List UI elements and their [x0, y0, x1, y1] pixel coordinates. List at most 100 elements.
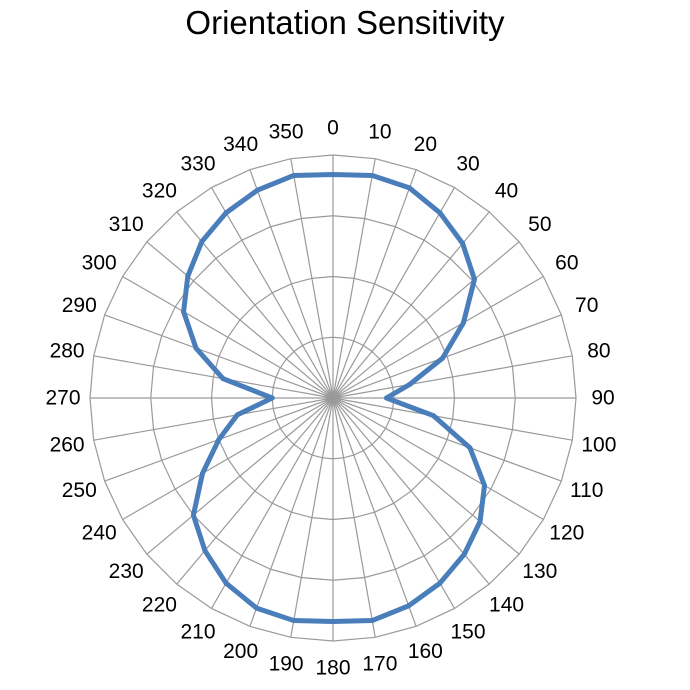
angle-tick-label: 40 — [495, 180, 518, 203]
angle-tick-label: 200 — [223, 640, 258, 663]
angle-tick-label: 340 — [223, 133, 258, 156]
series-point-330 — [223, 210, 229, 216]
angle-tick-label: 140 — [489, 593, 524, 616]
grid-spoke-280 — [93, 355, 334, 399]
series-point-0 — [330, 171, 336, 177]
series-point-100 — [431, 413, 437, 419]
angle-tick-label: 170 — [362, 652, 397, 675]
grid-spoke-220 — [176, 397, 334, 585]
angle-tick-label: 120 — [549, 522, 584, 545]
series-point-90 — [383, 395, 389, 401]
series-point-230 — [190, 512, 196, 518]
series-point-70 — [440, 355, 446, 361]
grid-spoke-190 — [290, 397, 334, 638]
angle-tick-label: 210 — [180, 620, 215, 643]
series-point-190 — [291, 618, 297, 624]
grid-spoke-330 — [210, 187, 334, 399]
grid-spoke-30 — [332, 187, 456, 399]
series-point-350 — [291, 172, 297, 178]
series-point-340 — [254, 187, 260, 193]
polar-grid — [89, 154, 577, 642]
series-layer — [181, 171, 488, 625]
grid-spoke-70 — [332, 314, 562, 399]
series-point-30 — [437, 210, 443, 216]
angle-tick-label: 30 — [456, 153, 479, 176]
grid-spoke-10 — [332, 158, 376, 399]
angle-tick-label: 310 — [109, 213, 144, 236]
angle-tick-label: 350 — [269, 121, 304, 144]
angle-tick-label: 110 — [570, 479, 603, 502]
angle-tick-label: 280 — [50, 340, 85, 363]
series-point-140 — [461, 551, 467, 557]
angle-tick-label: 290 — [62, 294, 97, 317]
series-point-310 — [185, 273, 191, 279]
grid-spoke-350 — [290, 158, 334, 399]
angle-tick-label: 0 — [327, 117, 339, 140]
angle-tick-label: 260 — [50, 433, 85, 456]
grid-spoke-130 — [332, 397, 520, 555]
angle-tick-label: 80 — [587, 340, 610, 363]
series-point-250 — [216, 437, 222, 443]
grid-spoke-340 — [249, 169, 334, 399]
angle-tick-label: 220 — [142, 593, 177, 616]
angle-tick-label: 130 — [522, 560, 557, 583]
grid-spoke-110 — [332, 397, 562, 482]
angle-tick-label: 320 — [142, 180, 177, 203]
angle-tick-label: 270 — [45, 387, 80, 410]
series-point-20 — [406, 185, 412, 191]
grid-spoke-120 — [332, 397, 544, 521]
series-point-220 — [202, 548, 208, 554]
angle-tick-label: 240 — [82, 522, 117, 545]
grid-spoke-210 — [210, 397, 334, 609]
angle-tick-label: 20 — [414, 133, 437, 156]
series-point-320 — [199, 239, 205, 245]
series-point-80 — [407, 382, 413, 387]
grid-spoke-240 — [122, 397, 334, 521]
series-point-170 — [369, 618, 375, 624]
angle-tick-label: 150 — [450, 620, 485, 643]
series-point-180 — [330, 619, 336, 625]
series-point-10 — [369, 172, 375, 178]
grid-spoke-100 — [332, 397, 573, 441]
angle-tick-label: 300 — [82, 252, 117, 275]
angle-tick-label: 250 — [62, 479, 97, 502]
series-point-280 — [220, 376, 226, 382]
series-point-150 — [437, 580, 443, 586]
chart-title: Orientation Sensitivity — [185, 4, 505, 41]
series-point-270 — [269, 395, 275, 401]
grid-spoke-290 — [104, 314, 334, 399]
grid-spoke-200 — [249, 397, 334, 627]
grid-spoke-310 — [146, 241, 334, 399]
series-point-260 — [234, 412, 240, 418]
angle-tick-label: 60 — [555, 252, 578, 275]
grid-spoke-80 — [332, 355, 573, 399]
series-point-120 — [482, 482, 488, 488]
angle-tick-label: 230 — [109, 560, 144, 583]
series-point-40 — [460, 241, 466, 246]
series-point-290 — [193, 345, 199, 351]
angle-tick-label: 190 — [269, 652, 304, 675]
series-point-200 — [254, 605, 260, 611]
grid-spoke-150 — [332, 397, 456, 609]
grid-spoke-260 — [93, 397, 334, 441]
angle-tick-label: 90 — [591, 387, 614, 410]
grid-spoke-50 — [332, 241, 520, 399]
series-point-60 — [460, 320, 466, 326]
series-point-110 — [467, 445, 473, 451]
grid-spoke-60 — [332, 275, 544, 399]
angle-tick-label: 330 — [180, 153, 215, 176]
angle-tick-label: 100 — [581, 433, 616, 456]
series-point-50 — [471, 276, 477, 282]
grid-spoke-170 — [332, 397, 376, 638]
grid-spoke-230 — [146, 397, 334, 555]
series-point-240 — [200, 470, 206, 476]
angle-tick-label: 180 — [315, 657, 350, 680]
grid-spoke-300 — [122, 275, 334, 399]
angle-tick-label: 160 — [408, 640, 443, 663]
angle-tick-label: 70 — [575, 294, 598, 317]
series-point-300 — [181, 309, 187, 315]
series-point-210 — [223, 580, 229, 586]
grid-spoke-20 — [332, 169, 417, 399]
